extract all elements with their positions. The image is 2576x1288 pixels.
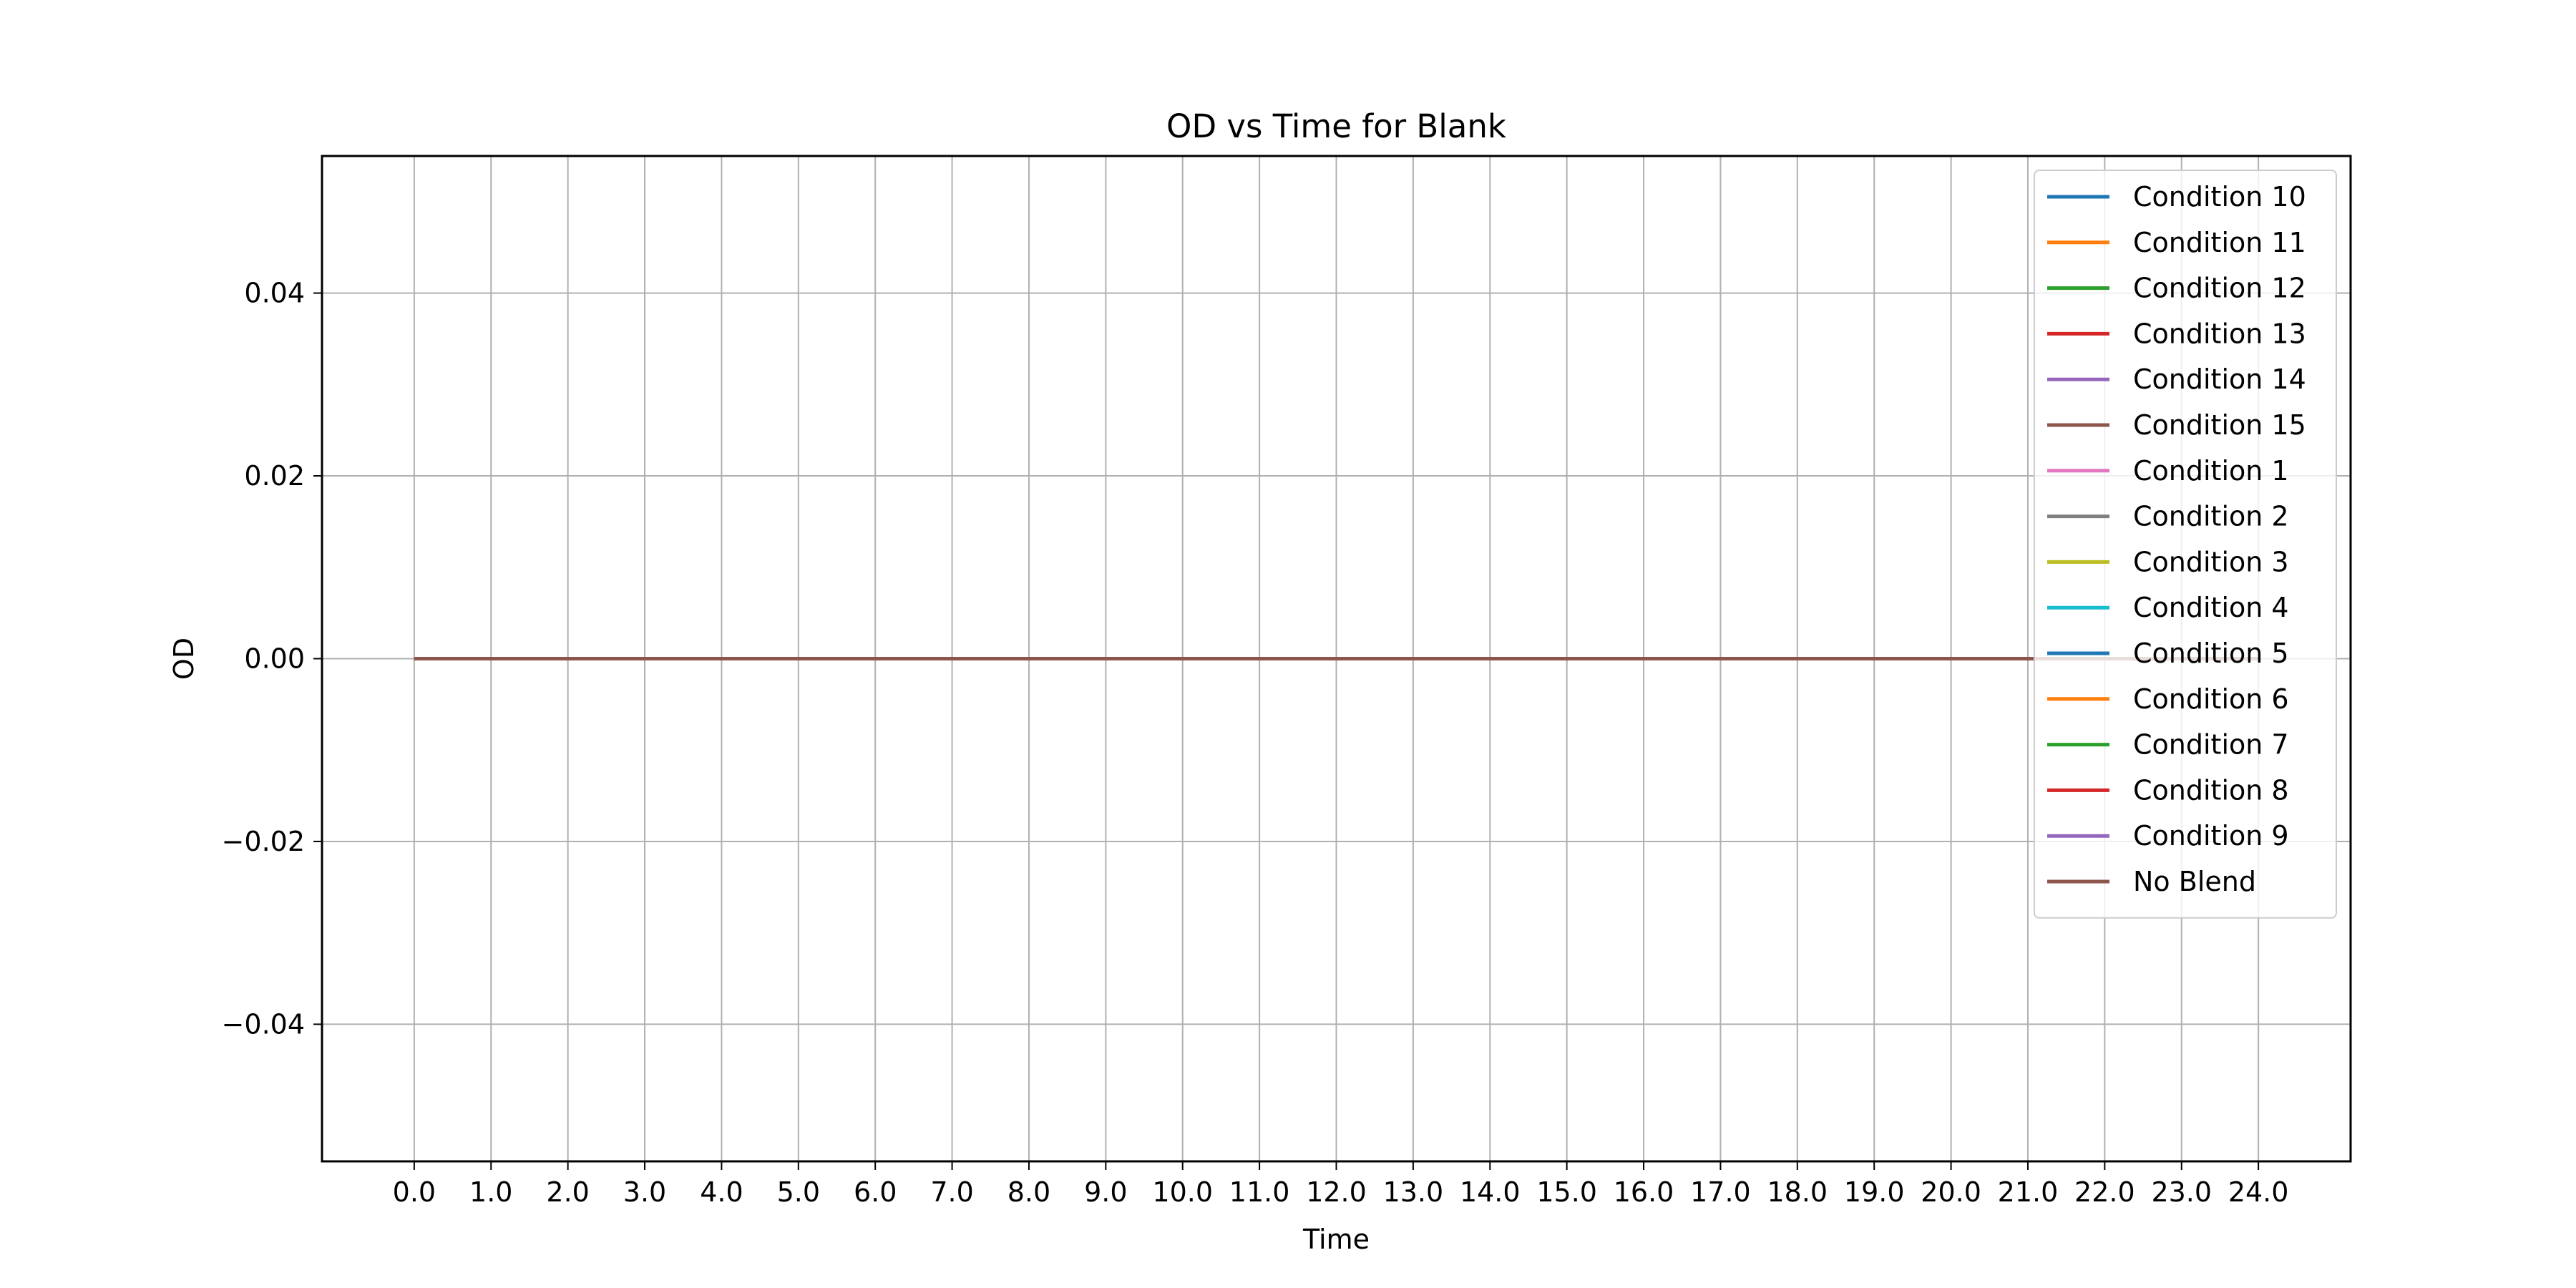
y-tick-label: 0.04 xyxy=(244,278,305,309)
x-tick-label: 4.0 xyxy=(700,1176,743,1208)
legend-label: Condition 15 xyxy=(2133,409,2306,441)
x-tick-label: 0.0 xyxy=(393,1176,436,1208)
x-tick-label: 23.0 xyxy=(2151,1176,2212,1208)
legend-label: Condition 2 xyxy=(2133,501,2289,532)
x-tick-label: 14.0 xyxy=(1460,1176,1521,1208)
x-tick-label: 1.0 xyxy=(469,1176,512,1208)
x-tick-label: 11.0 xyxy=(1229,1176,1290,1208)
x-tick-label: 21.0 xyxy=(1998,1176,2059,1208)
axis-ticks: 0.0 1.0 2.0 3.0 4.0 5.0 6.0 7.0 8.0 9.0 10.0 11.0 12… xyxy=(222,278,2289,1208)
legend: Condition 10 Condition 11 Condition 12 Cond… xyxy=(2034,170,2337,919)
y-tick-label: −0.02 xyxy=(222,826,305,857)
x-tick-label: 19.0 xyxy=(1844,1176,1905,1208)
legend-label: Condition 12 xyxy=(2133,273,2306,304)
y-tick-label: −0.04 xyxy=(222,1008,305,1040)
x-tick-label: 13.0 xyxy=(1383,1176,1444,1208)
x-tick-label: 7.0 xyxy=(930,1176,973,1208)
legend-label: Condition 10 xyxy=(2133,181,2306,213)
x-tick-label: 3.0 xyxy=(623,1176,666,1208)
x-tick-label: 8.0 xyxy=(1008,1176,1050,1208)
x-tick-label: 17.0 xyxy=(1690,1176,1751,1208)
legend-label: Condition 4 xyxy=(2133,592,2289,623)
x-tick-label: 15.0 xyxy=(1536,1176,1597,1208)
y-tick-label: 0.02 xyxy=(244,460,305,492)
legend-label: Condition 9 xyxy=(2133,820,2289,852)
x-tick-label: 5.0 xyxy=(777,1176,820,1208)
x-tick-label: 20.0 xyxy=(1921,1176,1981,1208)
x-tick-label: 24.0 xyxy=(2228,1176,2289,1208)
x-tick-label: 2.0 xyxy=(546,1176,589,1208)
legend-label: Condition 14 xyxy=(2133,364,2306,395)
legend-label: Condition 1 xyxy=(2133,455,2289,487)
legend-label: Condition 6 xyxy=(2133,683,2289,715)
x-tick-label: 9.0 xyxy=(1084,1176,1127,1208)
x-tick-label: 18.0 xyxy=(1767,1176,1828,1208)
legend-label: Condition 7 xyxy=(2133,729,2289,761)
x-axis-label: Time xyxy=(1302,1224,1370,1255)
x-tick-label: 12.0 xyxy=(1306,1176,1367,1208)
legend-label: Condition 3 xyxy=(2133,546,2289,577)
x-tick-label: 22.0 xyxy=(2074,1176,2135,1208)
legend-label: Condition 11 xyxy=(2133,227,2306,258)
legend-label: Condition 8 xyxy=(2133,774,2289,806)
legend-label: No Blend xyxy=(2133,866,2256,897)
legend-label: Condition 13 xyxy=(2133,318,2306,349)
x-tick-label: 16.0 xyxy=(1614,1176,1674,1208)
chart-title: OD vs Time for Blank xyxy=(1166,107,1506,145)
y-tick-label: 0.00 xyxy=(244,643,305,675)
legend-label: Condition 5 xyxy=(2133,638,2289,669)
y-axis-label: OD xyxy=(168,638,200,680)
x-tick-label: 6.0 xyxy=(854,1176,897,1208)
x-tick-label: 10.0 xyxy=(1152,1176,1213,1208)
legend-box xyxy=(2034,170,2337,919)
